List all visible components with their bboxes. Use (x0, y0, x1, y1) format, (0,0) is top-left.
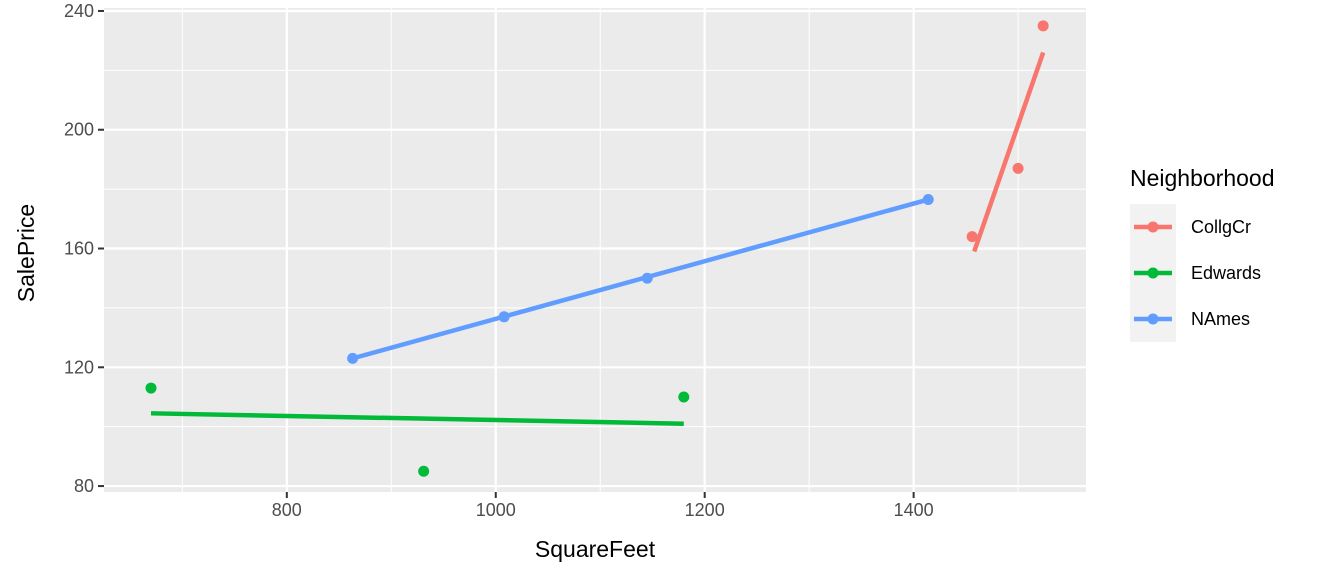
point-collgcr (1037, 20, 1049, 32)
fit-lines (150, 51, 1046, 426)
fit-line-edwards (150, 411, 684, 426)
legend-label-edwards: Edwards (1191, 263, 1261, 283)
legend-key-point-edwards (1147, 267, 1159, 279)
x-axis-title: SquareFeet (535, 536, 656, 562)
y-tick-label: 200 (64, 120, 94, 140)
x-axis: 800 1000 1200 1400 (272, 492, 934, 520)
fit-line-names (352, 197, 929, 361)
legend-label-collgcr: CollgCr (1191, 217, 1251, 237)
x-tick-label: 1400 (894, 500, 934, 520)
point-edwards (678, 391, 690, 403)
fit-line-collgcr (972, 51, 1046, 253)
point-names (922, 194, 934, 206)
legend-key-point-collgcr (1147, 221, 1159, 233)
grid-major (104, 8, 1086, 492)
data-points (145, 20, 1049, 477)
x-tick-label: 1200 (685, 500, 725, 520)
y-tick-label: 240 (64, 1, 94, 21)
legend-key-point-names (1147, 313, 1159, 325)
point-edwards (418, 465, 430, 477)
y-tick-label: 120 (64, 357, 94, 377)
legend-label-names: NAmes (1191, 309, 1250, 329)
y-tick-label: 80 (74, 476, 94, 496)
x-tick-label: 1000 (476, 500, 516, 520)
point-collgcr (966, 231, 978, 243)
point-edwards (145, 382, 157, 394)
plot-panel (104, 8, 1086, 492)
point-names (641, 272, 653, 284)
legend-title: Neighborhood (1130, 165, 1275, 191)
y-axis-title: SalePrice (13, 204, 39, 302)
point-collgcr (1012, 162, 1024, 174)
x-tick-label: 800 (272, 500, 302, 520)
y-axis: 80 120 160 200 240 (64, 1, 104, 496)
y-tick-label: 160 (64, 239, 94, 259)
grid-minor (104, 8, 1086, 492)
point-names (498, 311, 510, 323)
legend: Neighborhood CollgCr Edwards NAmes (1130, 165, 1275, 342)
point-names (347, 352, 359, 364)
